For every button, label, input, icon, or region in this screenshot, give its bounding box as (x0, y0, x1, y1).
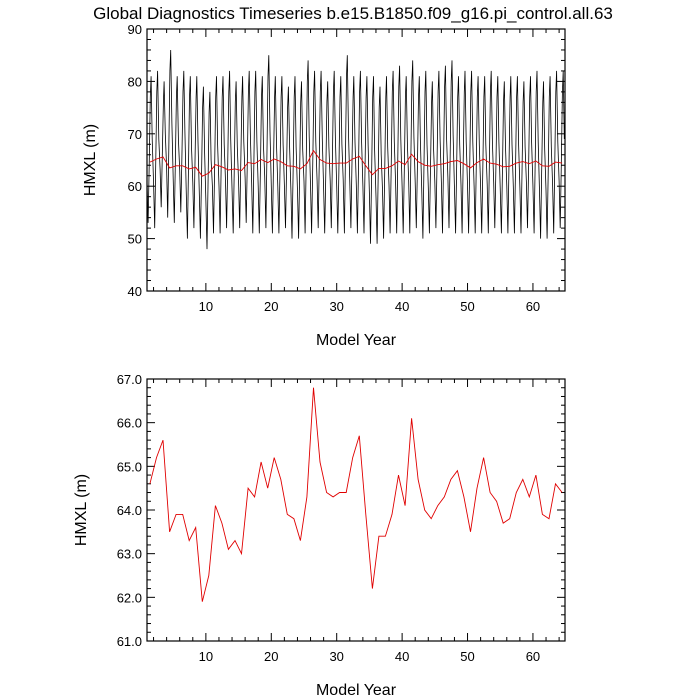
top-panel: 10 20 30 40 50 60 40 50 60 70 80 90 Model Year HMXL (… (82, 22, 566, 349)
x-tick-label: 20 (264, 299, 278, 314)
y-tick-label: 80 (128, 74, 142, 89)
x-tick-label: 40 (395, 299, 409, 314)
annual-mean-series-line (149, 387, 563, 602)
bottom-panel: 10 20 30 40 50 60 61.0 62.0 63.0 64.0 65.0 66.0 67.0… (73, 372, 566, 699)
y-tick-label: 70 (128, 127, 142, 142)
x-tick-label: 10 (199, 299, 213, 314)
x-tick-label: 10 (199, 649, 213, 664)
y-tick-label: 65.0 (117, 459, 142, 474)
monthly-series-line (146, 49, 565, 250)
x-tick-label: 40 (395, 649, 409, 664)
y-tick-label: 67.0 (117, 372, 142, 387)
chart-title: Global Diagnostics Timeseries b.e15.B185… (93, 4, 613, 23)
y-tick-label: 62.0 (117, 590, 142, 605)
x-tick-label: 60 (526, 299, 540, 314)
y-tick-label: 66.0 (117, 416, 142, 431)
x-tick-label: 20 (264, 649, 278, 664)
plot-frame (146, 28, 566, 292)
x-tick-label: 30 (329, 649, 343, 664)
x-axis-label: Model Year (316, 332, 397, 349)
y-tick-label: 60 (128, 179, 142, 194)
y-tick-label: 63.0 (117, 547, 142, 562)
plot-frame (146, 378, 566, 642)
x-tick-label: 30 (329, 299, 343, 314)
y-tick-label: 61.0 (117, 634, 142, 649)
x-tick-label: 50 (460, 649, 474, 664)
y-tick-label: 50 (128, 232, 142, 247)
y-tick-label: 90 (128, 22, 142, 37)
x-tick-label: 60 (526, 649, 540, 664)
y-tick-label: 64.0 (117, 503, 142, 518)
y-axis-label: HMXL (m) (82, 124, 99, 196)
annual-mean-series-line (149, 149, 563, 177)
y-axis-label: HMXL (m) (73, 474, 90, 546)
x-tick-label: 50 (460, 299, 474, 314)
y-tick-label: 40 (128, 284, 142, 299)
x-axis-label: Model Year (316, 682, 397, 699)
